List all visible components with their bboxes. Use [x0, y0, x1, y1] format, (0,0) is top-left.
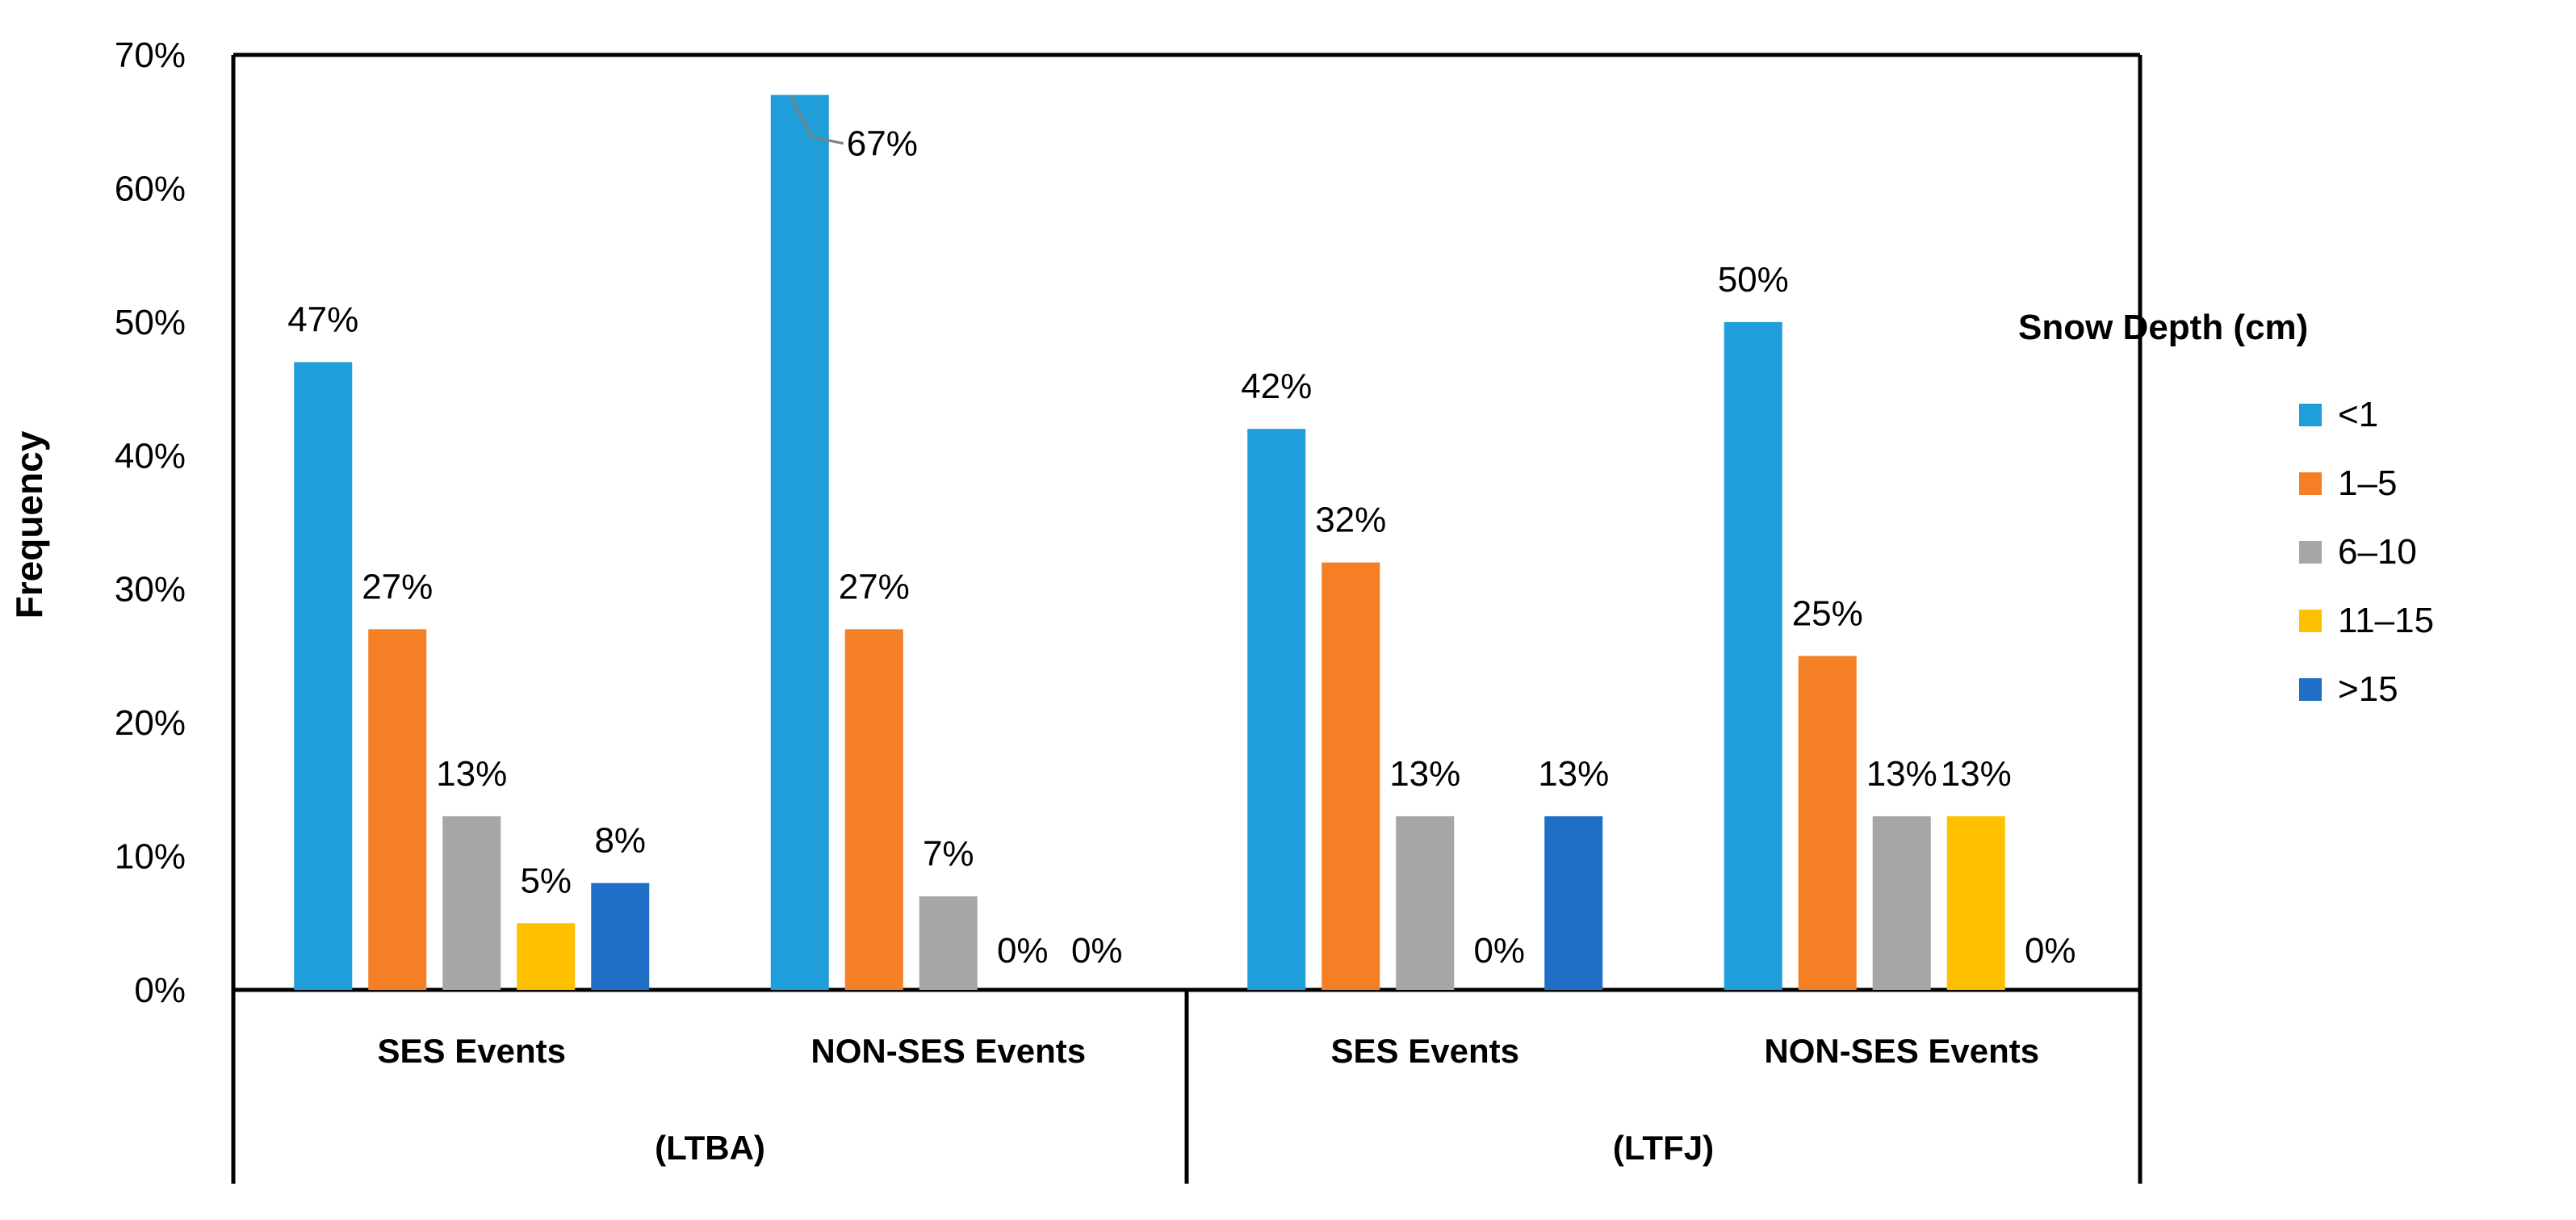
data-labels: 47% 27% 13% 5% 8% 67% 27% 7% 0% 0% 42% 32% 13% 0% 13% 5…: [287, 95, 2076, 971]
y-tick-label: 20%: [115, 703, 186, 743]
data-label: 13%: [436, 754, 507, 794]
data-label: 0%: [1473, 931, 1525, 971]
y-tick-label: 50%: [115, 303, 186, 342]
bar: [294, 362, 353, 990]
bar: [770, 94, 829, 991]
bar: [1724, 321, 1782, 990]
group-label: (LTBA): [655, 1129, 765, 1167]
y-tick-label: 70%: [115, 36, 186, 75]
y-tick-label: 0%: [134, 971, 186, 1010]
data-label: 13%: [1941, 754, 2012, 794]
bar: [591, 883, 650, 990]
category-labels: SES Events NON-SES Events SES Events NON-SE…: [378, 1032, 2040, 1070]
data-label: 25%: [1792, 593, 1863, 633]
data-label: 0%: [1071, 931, 1123, 971]
y-axis-ticks: 0% 10% 20% 30% 40% 50% 60% 70%: [115, 36, 186, 1010]
data-label: 0%: [2025, 931, 2076, 971]
bar: [1322, 562, 1380, 990]
bar: [1544, 815, 1603, 990]
bar: [1798, 656, 1857, 990]
category-label: SES Events: [1331, 1032, 1519, 1070]
bars: [294, 94, 2005, 991]
data-label: 27%: [362, 567, 433, 606]
data-label: 8%: [594, 821, 646, 861]
data-label: 5%: [520, 861, 572, 900]
group-labels: (LTBA) (LTFJ): [655, 1129, 1714, 1167]
bar: [1247, 429, 1306, 990]
category-label: NON-SES Events: [810, 1032, 1086, 1070]
bar: [1396, 815, 1455, 990]
callout-leader: [790, 95, 844, 145]
legend-swatch: [2299, 404, 2322, 426]
legend-entry: >15: [2338, 669, 2398, 709]
y-axis-title: Frequency: [8, 430, 50, 618]
y-tick-label: 10%: [115, 837, 186, 877]
bar: [1872, 815, 1931, 990]
legend-entry: 1–5: [2338, 463, 2397, 503]
y-tick-label: 30%: [115, 570, 186, 610]
data-label: 7%: [923, 834, 974, 874]
bar: [442, 815, 501, 990]
data-label: 50%: [1718, 260, 1789, 300]
data-label: 27%: [839, 567, 910, 606]
legend-title: Snow Depth (cm): [2018, 308, 2308, 347]
data-label: 13%: [1538, 754, 1609, 794]
bar: [1946, 815, 2005, 990]
legend-entry: 11–15: [2338, 601, 2434, 640]
category-label: SES Events: [378, 1032, 566, 1070]
data-label: 47%: [287, 300, 358, 339]
legend-entry: <1: [2338, 395, 2378, 434]
group-label: (LTFJ): [1613, 1129, 1714, 1167]
legend: Snow Depth (cm) <1 1–5 6–10 11–15 >15: [2018, 308, 2434, 709]
legend-items: <1 1–5 6–10 11–15 >15: [2299, 395, 2434, 709]
bar: [517, 923, 576, 990]
y-tick-label: 40%: [115, 436, 186, 476]
legend-swatch: [2299, 610, 2322, 632]
bar: [844, 629, 903, 990]
legend-swatch: [2299, 678, 2322, 701]
y-tick-label: 60%: [115, 169, 186, 208]
data-label: 13%: [1866, 754, 1937, 794]
data-label: 13%: [1389, 754, 1460, 794]
data-label: 32%: [1315, 501, 1386, 540]
data-label: 67%: [847, 124, 918, 164]
category-label: NON-SES Events: [1764, 1032, 2039, 1070]
data-label: 42%: [1241, 367, 1312, 406]
legend-swatch: [2299, 472, 2322, 495]
bar: [919, 896, 978, 990]
legend-entry: 6–10: [2338, 532, 2417, 572]
legend-swatch: [2299, 541, 2322, 564]
bar: [368, 629, 427, 990]
data-label: 0%: [997, 931, 1049, 971]
